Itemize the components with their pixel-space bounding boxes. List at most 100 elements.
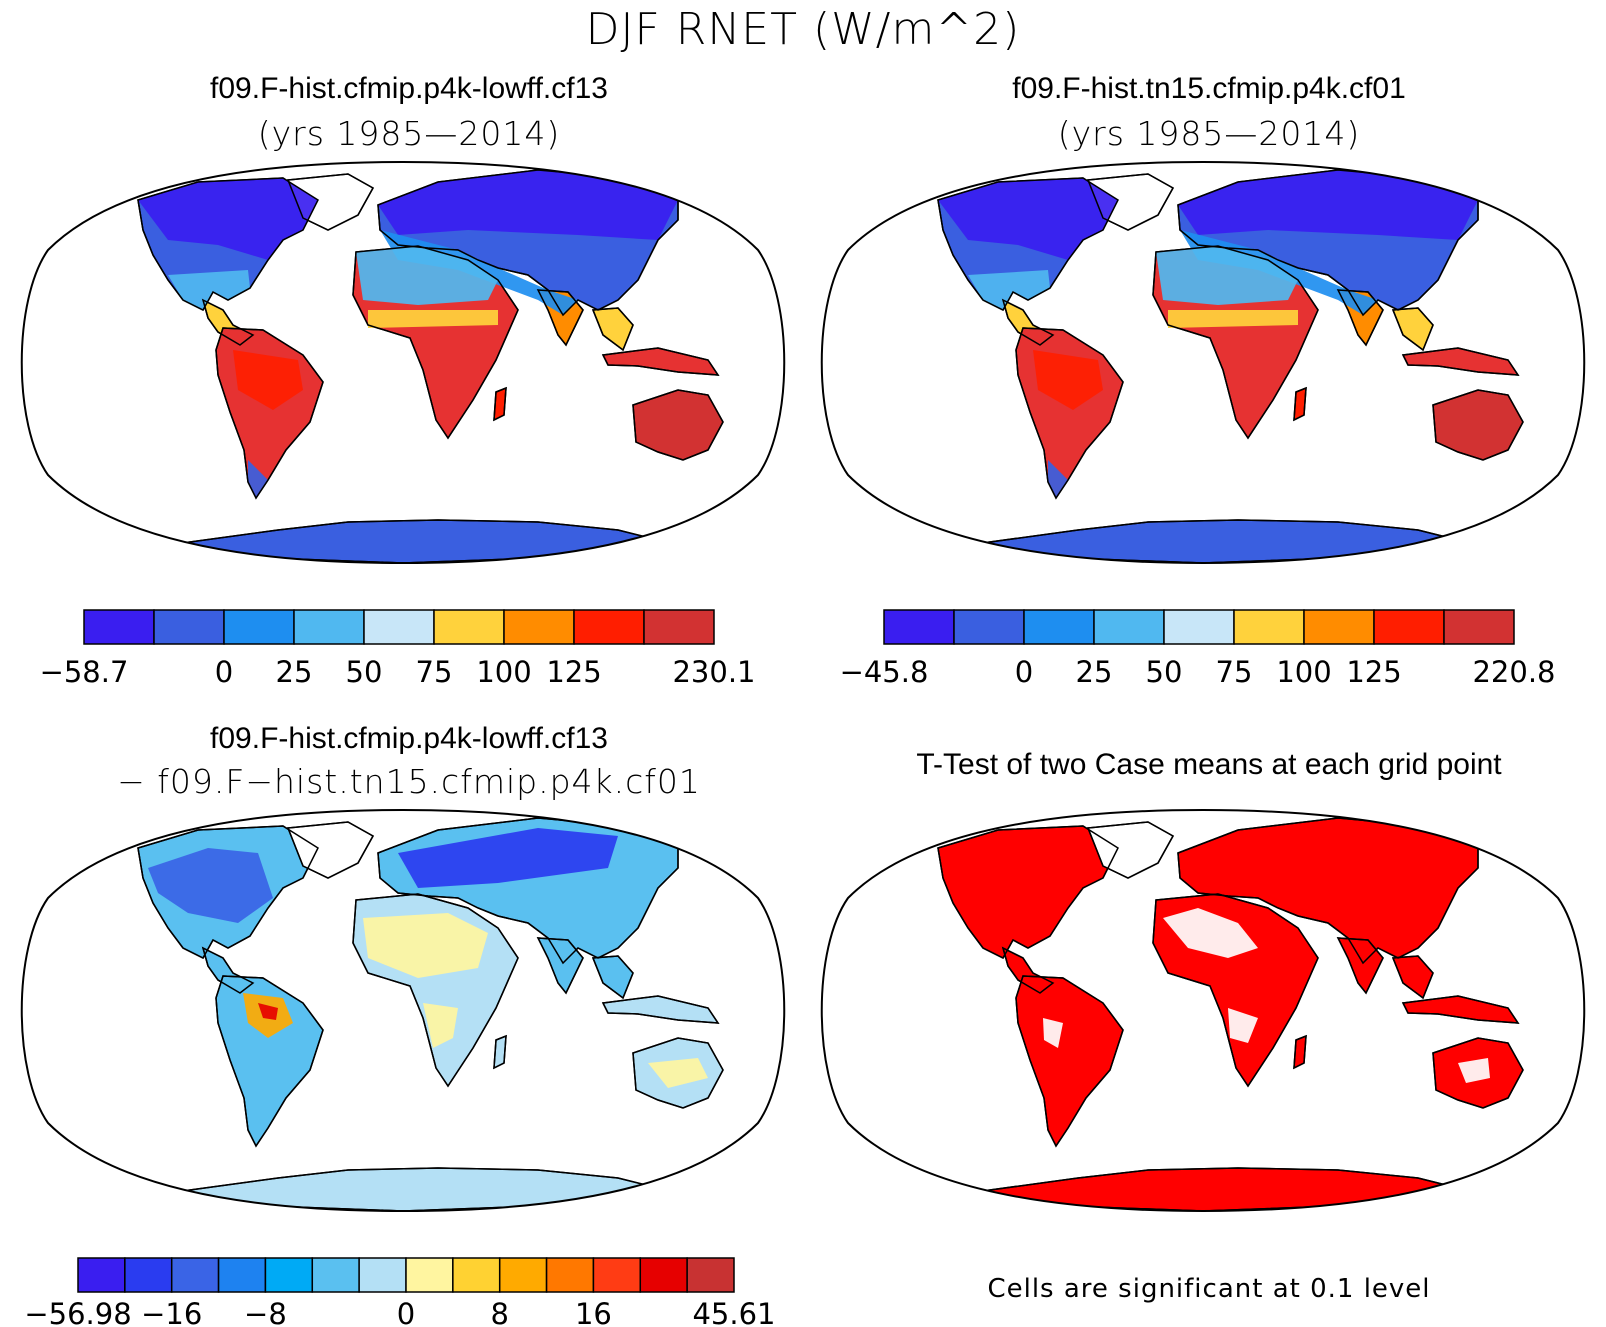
diff-coastline xyxy=(352,893,519,1088)
colorbar-label: −58.7 xyxy=(40,655,129,689)
colorbar-swatch xyxy=(83,609,155,645)
diff-field-patch xyxy=(648,1058,708,1088)
colorbar-swatch xyxy=(405,1257,454,1293)
colorbar-label: 125 xyxy=(1346,655,1401,689)
diff-title: f09.F-hist.cfmip.p4k-lowff.cf13 xyxy=(210,722,608,755)
colorbar-label: −16 xyxy=(141,1297,202,1327)
case2-field-patch xyxy=(1156,246,1298,305)
case2-title: f09.F-hist.tn15.cfmip.p4k.cf01 xyxy=(1012,72,1406,105)
case1-coastline xyxy=(352,245,519,440)
case1-land xyxy=(21,162,785,563)
colorbar-swatch xyxy=(433,609,505,645)
case2-land xyxy=(821,162,1585,563)
case1-coastline xyxy=(493,386,507,422)
colorbar-swatch xyxy=(686,1257,735,1293)
diff-subtitle: − f09.F−hist.tn15.cfmip.p4k.cf01 xyxy=(117,762,701,801)
colorbar-swatch xyxy=(1443,609,1515,645)
ttest-coastline xyxy=(1001,946,1055,994)
case2-map-frame xyxy=(820,160,1586,565)
case1-coastline xyxy=(137,177,319,311)
colorbar-label: 0 xyxy=(215,655,233,689)
ttest-coastline xyxy=(1432,1037,1524,1109)
ttest-coastline xyxy=(937,825,1119,959)
ttest-coastline xyxy=(1152,893,1319,1088)
colorbar-label: 75 xyxy=(1216,655,1253,689)
case2-coastline xyxy=(937,177,1119,311)
diff-coastline xyxy=(167,1167,659,1211)
colorbar-swatch xyxy=(358,1257,407,1293)
colorbar-swatch xyxy=(264,1257,314,1293)
colorbar-swatch xyxy=(452,1257,501,1293)
colorbar-label: −45.8 xyxy=(840,655,929,689)
case2-coastline xyxy=(1015,327,1124,500)
colorbar-label: 0 xyxy=(397,1297,415,1327)
ttest-coastline xyxy=(1401,995,1520,1024)
colorbar-label: 45.61 xyxy=(692,1297,775,1327)
colorbar-swatch xyxy=(153,609,225,645)
colorbar-swatch xyxy=(311,1257,360,1293)
diff-field-patch xyxy=(398,828,618,888)
case2-coastline xyxy=(1086,173,1175,231)
case2-coastline xyxy=(1152,245,1319,440)
ttest-coastline xyxy=(1086,821,1175,879)
case1-map-frame xyxy=(20,160,786,565)
colorbar-swatch xyxy=(293,609,365,645)
diff-coastline xyxy=(536,937,584,995)
colorbar-label: 100 xyxy=(476,655,531,689)
colorbar-label: 230.1 xyxy=(672,655,755,689)
case2-field-patch xyxy=(1178,170,1478,240)
ttest-coastline xyxy=(1015,975,1124,1148)
colorbar-label: −56.98 xyxy=(24,1297,131,1327)
case2-coastline xyxy=(1391,307,1434,352)
case1-field-patch xyxy=(248,460,268,498)
colorbar-swatch xyxy=(1023,609,1095,645)
case1-field-patch xyxy=(233,350,303,410)
colorbar-swatch xyxy=(498,1257,548,1293)
case2-field-patch xyxy=(1168,310,1298,328)
colorbar-label: 0 xyxy=(1015,655,1033,689)
colorbar-label: 50 xyxy=(1146,655,1183,689)
diff-land xyxy=(21,810,785,1211)
case1-coastline xyxy=(601,347,720,376)
case1-field-patch xyxy=(168,270,250,310)
colorbar-swatch xyxy=(503,609,575,645)
case2-coastline xyxy=(1401,347,1520,376)
diff-coastline xyxy=(632,1037,724,1109)
case1-coastline xyxy=(591,307,634,352)
case1-coastline xyxy=(632,389,724,461)
colorbar-swatch xyxy=(643,609,715,645)
case1-field-patch xyxy=(378,170,678,240)
diff-coastline xyxy=(591,955,634,1000)
case1-years: (yrs 1985—2014) xyxy=(257,114,561,153)
ttest-coastline xyxy=(1391,955,1434,1000)
colorbar-swatch xyxy=(223,609,295,645)
ttest-field-patch xyxy=(1163,908,1258,958)
colorbar-swatch xyxy=(217,1257,267,1293)
diff-coastline xyxy=(215,975,324,1148)
colorbar-label: 25 xyxy=(1076,655,1113,689)
colorbar-swatch xyxy=(592,1257,642,1293)
colorbar-label: 50 xyxy=(346,655,383,689)
diff-map-frame xyxy=(20,808,786,1213)
case2-coastline xyxy=(967,519,1459,563)
diff-field-patch xyxy=(148,848,273,923)
colorbar-swatch xyxy=(639,1257,688,1293)
colorbar-label: −8 xyxy=(244,1297,287,1327)
case2-field-patch xyxy=(1033,350,1103,410)
colorbar-swatch xyxy=(124,1257,173,1293)
case1-field-patch xyxy=(356,246,498,305)
diff-coastline xyxy=(286,821,375,879)
ttest-field-patch xyxy=(1043,1018,1063,1048)
case1-field-patch xyxy=(368,310,498,328)
case1-colorbar: −58.7 0 25 50 75 100 125 230.1 xyxy=(40,609,756,689)
ttest-title: T-Test of two Case means at each grid po… xyxy=(916,748,1502,781)
colorbar-swatch xyxy=(1373,609,1445,645)
case2-years: (yrs 1985—2014) xyxy=(1057,114,1361,153)
significance-note: Cells are significant at 0.1 level xyxy=(987,1274,1431,1304)
diff-map xyxy=(20,808,786,1213)
colorbar-swatch xyxy=(1093,609,1165,645)
ttest-map-frame xyxy=(820,808,1586,1213)
case1-coastline xyxy=(201,298,255,346)
case1-title: f09.F-hist.cfmip.p4k-lowff.cf13 xyxy=(210,72,608,105)
diff-field-patch xyxy=(363,913,488,978)
